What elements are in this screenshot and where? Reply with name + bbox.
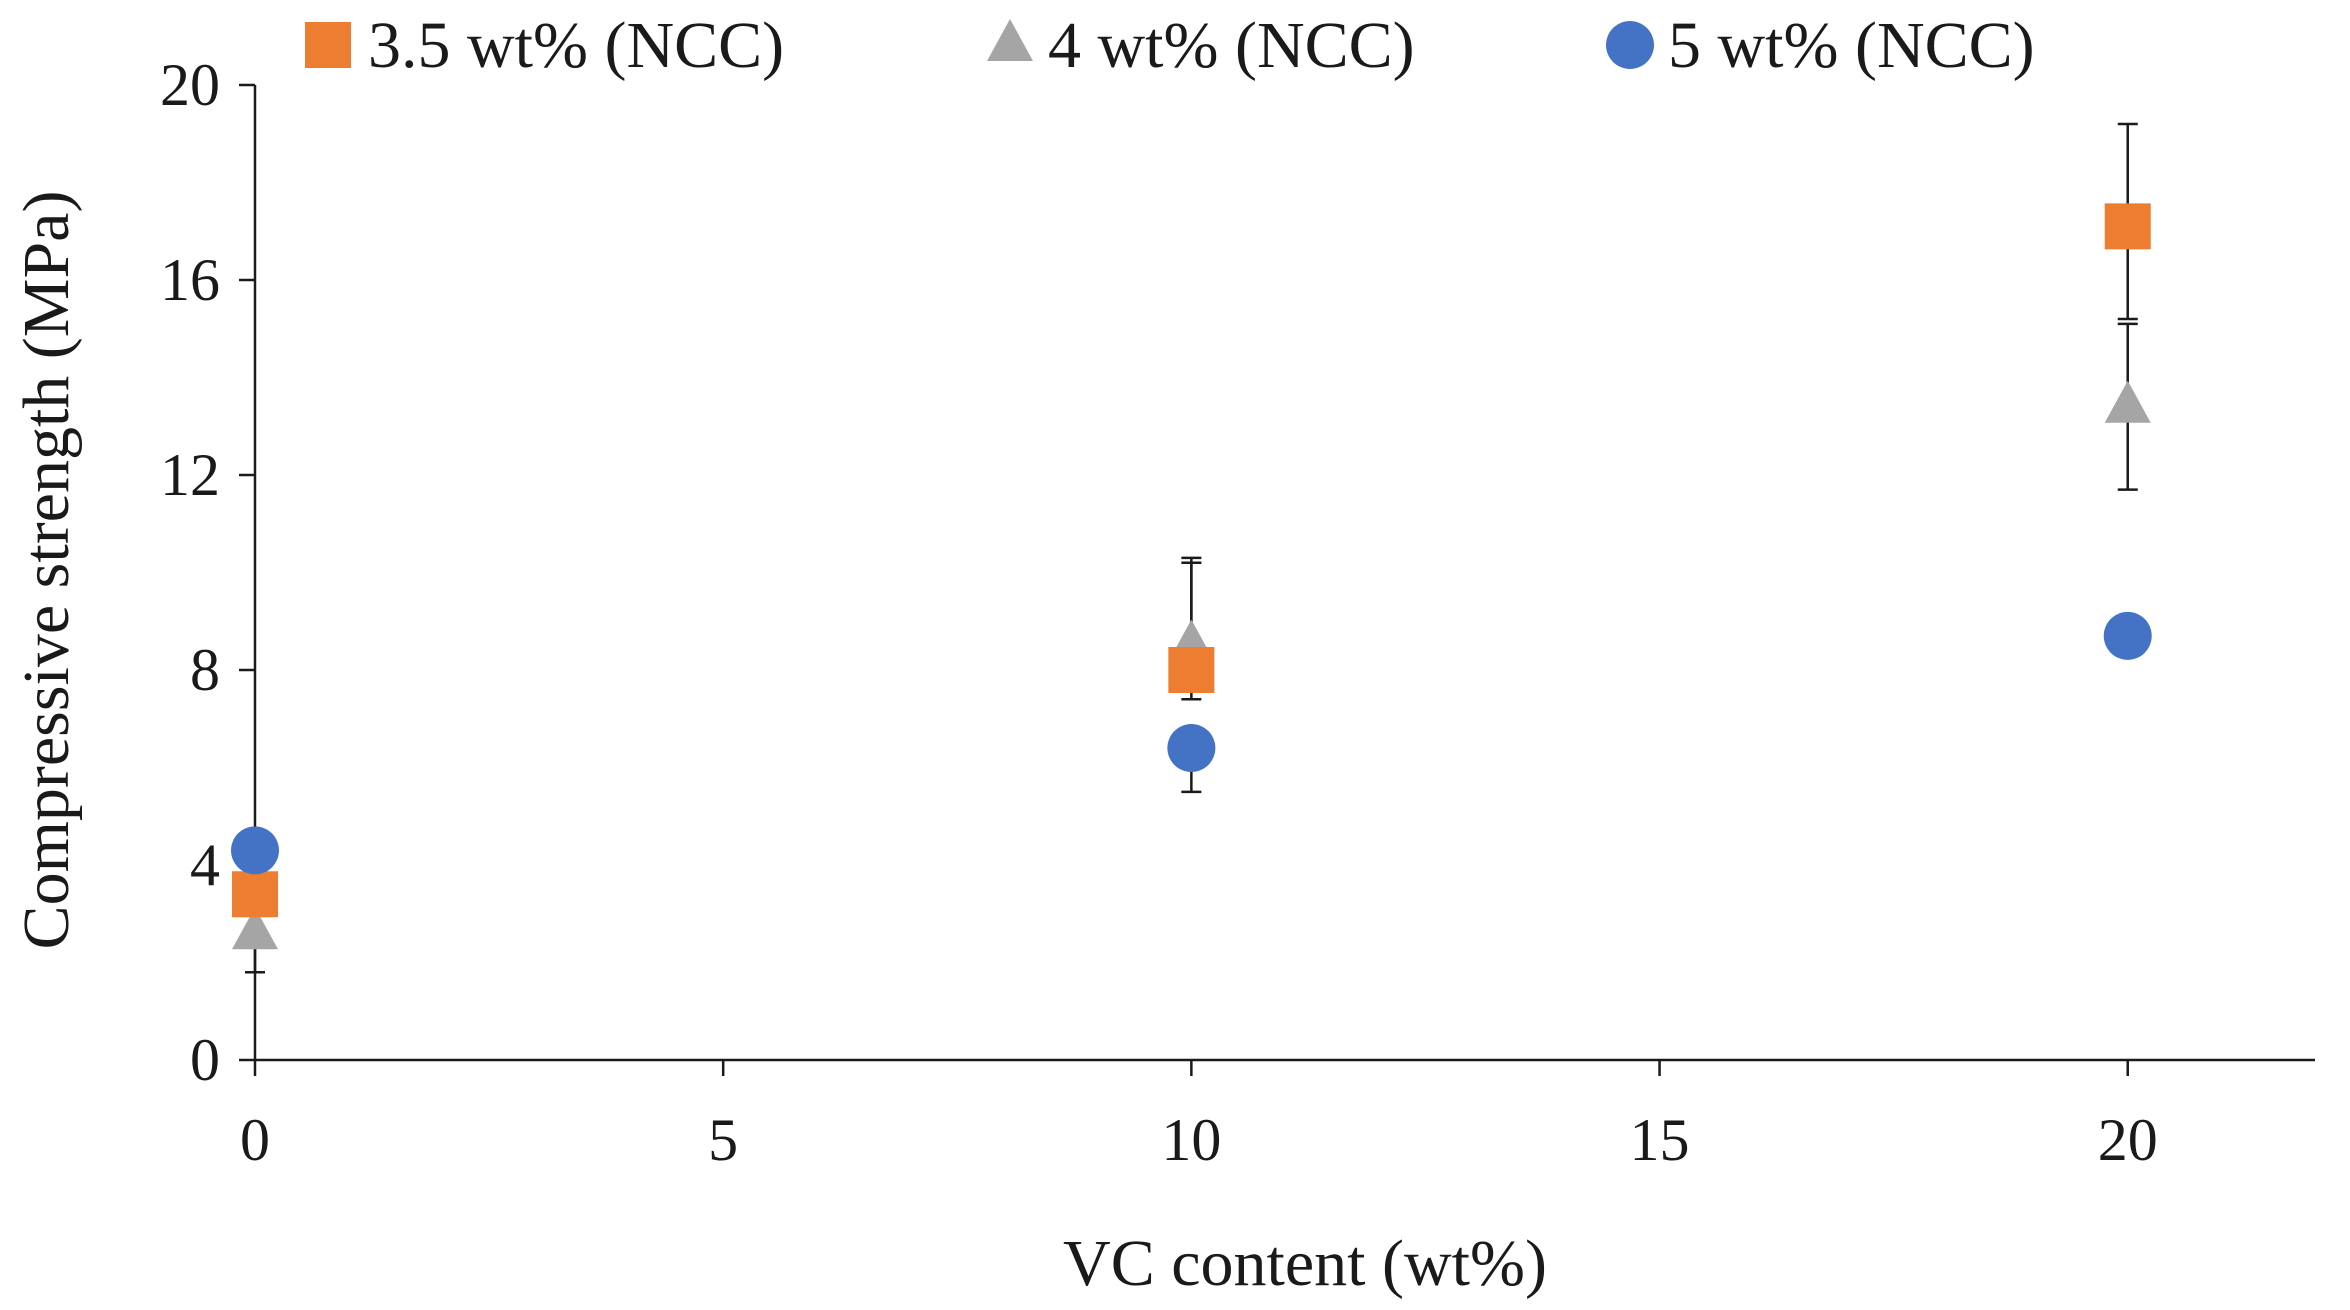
y-axis-title: Compressive strength (MPa): [10, 191, 83, 950]
legend-marker-square: [305, 22, 351, 68]
legend-label: 3.5 wt% (NCC): [368, 9, 784, 82]
legend: 3.5 wt% (NCC) 4 wt% (NCC) 5 wt% (NCC): [305, 9, 2035, 82]
y-tick-label: 12: [160, 442, 220, 508]
axes: 0 4 8 12 16 20 0 5 10 15 20: [160, 52, 2315, 1173]
y-tick-label: 4: [190, 832, 220, 898]
legend-label: 4 wt% (NCC): [1048, 9, 1415, 82]
error-bars: [245, 122, 2138, 974]
data-point-triangle: [2104, 380, 2151, 423]
x-tick-label: 10: [1161, 1107, 1221, 1173]
data-point-circle: [2103, 611, 2152, 660]
legend-label: 5 wt% (NCC): [1668, 9, 2035, 82]
y-tick-label: 20: [160, 52, 220, 118]
data-point-triangle: [232, 907, 278, 950]
data-point-circle: [231, 826, 279, 875]
x-axis-title: VC content (wt%): [1063, 1227, 1547, 1300]
data-point-square: [2104, 203, 2151, 250]
y-tick-label: 16: [160, 247, 220, 313]
data-point-square: [1168, 647, 1215, 693]
legend-marker-circle: [1606, 21, 1654, 69]
data-points: [231, 203, 2152, 950]
y-tick-label: 0: [190, 1027, 220, 1093]
x-tick-label: 20: [2098, 1107, 2158, 1173]
data-point-circle: [1167, 724, 1216, 772]
x-tick-label: 0: [240, 1107, 270, 1173]
legend-marker-triangle: [987, 18, 1033, 61]
x-tick-label: 5: [708, 1107, 738, 1173]
x-tick-label: 15: [1630, 1107, 1690, 1173]
data-point-square: [232, 871, 278, 918]
y-tick-label: 8: [190, 637, 220, 703]
